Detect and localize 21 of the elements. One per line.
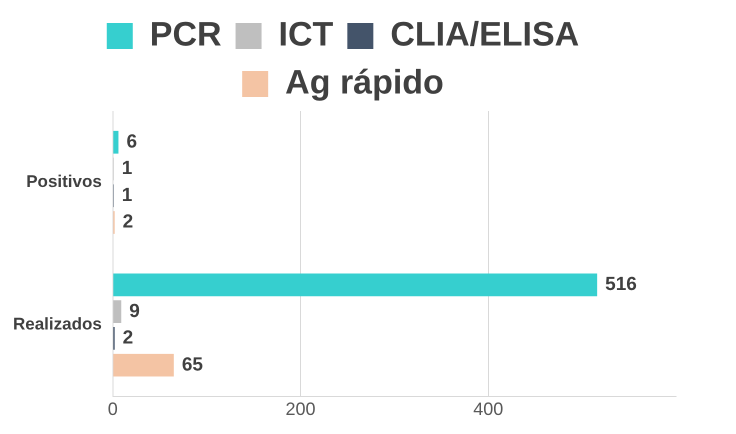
data-label: 9	[129, 300, 140, 322]
bar	[113, 300, 122, 324]
bar	[113, 130, 118, 154]
y-tick-label: Positivos	[26, 172, 102, 192]
bar	[113, 274, 598, 296]
legend-label: CLIA/ELISA	[390, 15, 580, 54]
data-label: 516	[605, 274, 637, 296]
x-tick-label: 400	[473, 399, 504, 420]
data-label: 1	[122, 158, 133, 180]
data-label: 65	[182, 354, 204, 376]
data-label: 2	[122, 212, 134, 233]
data-label: 2	[122, 328, 134, 349]
y-tick-label: Realizados	[13, 314, 102, 334]
legend-label: ICT	[278, 15, 334, 54]
x-tick-label: 200	[286, 399, 316, 420]
data-label: 6	[126, 131, 138, 152]
x-tick-label: 0	[108, 399, 118, 420]
legend-label: Ag rápido	[285, 63, 444, 102]
legend-label: PCR	[150, 15, 222, 54]
bar	[113, 354, 174, 377]
data-label: 1	[122, 184, 133, 206]
